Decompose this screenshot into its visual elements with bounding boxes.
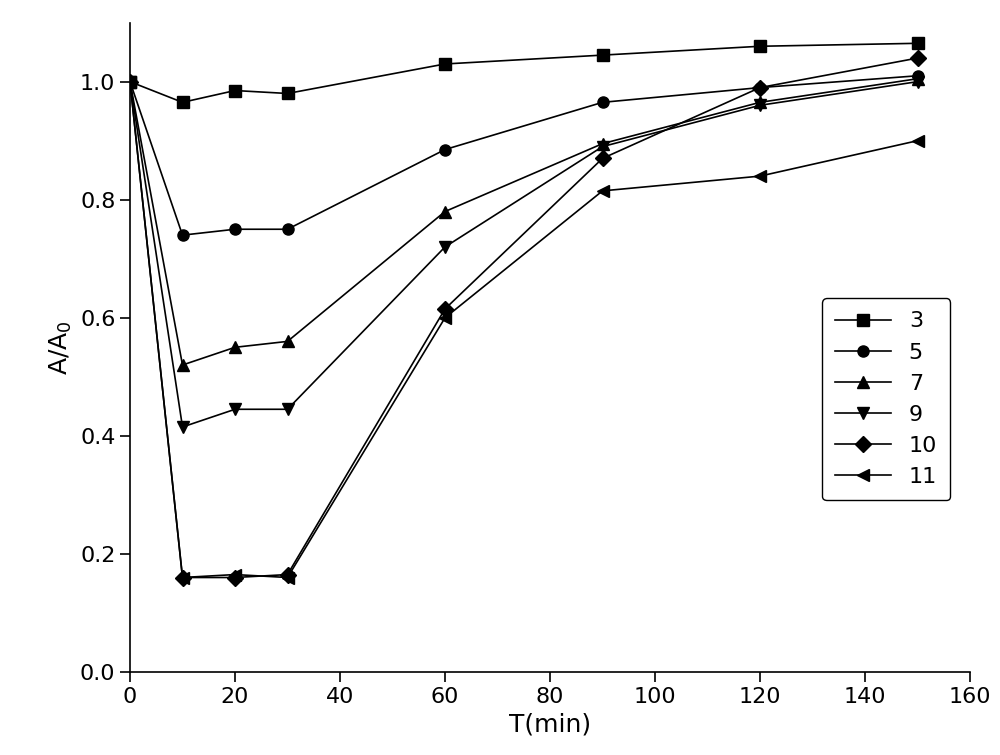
X-axis label: T(min): T(min) (509, 712, 591, 736)
7 (282, 337, 294, 346)
10 (229, 573, 241, 582)
Line: 7: 7 (124, 73, 923, 371)
10 (282, 570, 294, 579)
5 (176, 230, 188, 239)
Line: 9: 9 (124, 76, 923, 433)
3 (124, 77, 136, 86)
5 (124, 77, 136, 86)
11 (124, 77, 136, 86)
7 (596, 139, 608, 148)
Line: 11: 11 (124, 76, 923, 583)
3 (596, 51, 608, 60)
5 (596, 98, 608, 107)
10 (176, 573, 188, 582)
3 (176, 98, 188, 107)
5 (912, 71, 924, 80)
9 (754, 100, 766, 109)
11 (282, 573, 294, 582)
11 (912, 136, 924, 145)
Legend: 3, 5, 7, 9, 10, 11: 3, 5, 7, 9, 10, 11 (822, 298, 950, 501)
11 (754, 171, 766, 180)
10 (439, 304, 451, 313)
11 (596, 186, 608, 196)
7 (176, 360, 188, 369)
9 (124, 77, 136, 86)
3 (754, 42, 766, 51)
Line: 10: 10 (124, 53, 923, 583)
3 (912, 39, 924, 48)
5 (282, 225, 294, 234)
7 (229, 343, 241, 352)
11 (229, 570, 241, 579)
10 (596, 154, 608, 163)
7 (754, 98, 766, 107)
7 (124, 77, 136, 86)
Line: 5: 5 (124, 70, 923, 241)
9 (439, 242, 451, 251)
3 (282, 89, 294, 98)
10 (124, 77, 136, 86)
11 (176, 573, 188, 582)
9 (229, 405, 241, 414)
3 (229, 86, 241, 95)
9 (912, 77, 924, 86)
11 (439, 313, 451, 322)
7 (439, 207, 451, 216)
10 (754, 83, 766, 92)
5 (439, 145, 451, 154)
10 (912, 54, 924, 63)
9 (176, 423, 188, 432)
7 (912, 74, 924, 83)
3 (439, 60, 451, 69)
9 (596, 142, 608, 151)
Y-axis label: A/A$_0$: A/A$_0$ (48, 320, 74, 374)
5 (229, 225, 241, 234)
5 (754, 83, 766, 92)
9 (282, 405, 294, 414)
Line: 3: 3 (124, 38, 923, 108)
